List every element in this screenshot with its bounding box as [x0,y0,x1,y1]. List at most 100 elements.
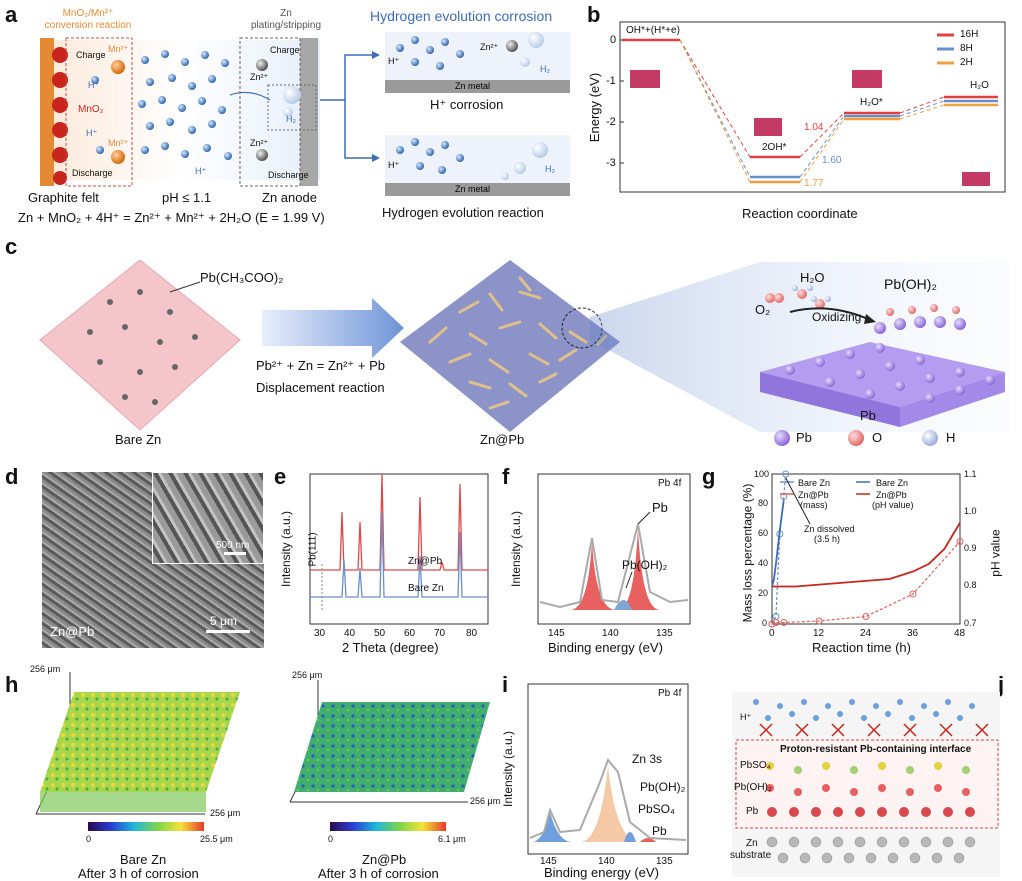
g-series-point-1-5 [909,590,917,598]
h-right-size-h: 256 μm [470,796,501,806]
charge-label-right: Charge [270,45,300,55]
f-xtick-0: 145 [548,628,565,639]
e-xtick-1: 40 [344,628,356,639]
panel-label-b: b [587,2,601,27]
g-series-line-1 [771,541,961,625]
i-xlabel: Binding energy (eV) [544,865,659,880]
mno2-label: MnO₂ [78,104,104,115]
f-peak-pb-low [618,528,660,610]
interface-diagram [732,692,1000,877]
g-ytick-left-0: 0 [762,618,768,628]
j-interface: Proton-resistant Pb-containing interface [780,744,972,755]
i-pboh2: Pb(OH)₂ [640,780,686,794]
atom-legend [774,430,938,446]
xrd-bare [310,511,488,598]
c-precursor: Pb(CH₃COO)₂ [200,270,284,285]
structure-icons [630,70,990,186]
i-peak-pbso4 [624,832,636,842]
mn2-ion-top [111,60,125,74]
i-pb: Pb [652,824,667,838]
g-xtick-2: 24 [860,628,872,639]
panel-j: j [700,662,1022,880]
xrd-plot [309,473,489,625]
d-scale-bar-inset [224,552,246,555]
panel-i: i Pb 4f Intensity (a.u.) Zn 3s Pb(OH)₂ P… [500,662,700,880]
i-pbso4: PbSO₄ [638,802,675,816]
bubble-box [267,84,317,131]
xps-pb4f-plot [537,473,691,625]
panel-c-diagram [39,259,1010,446]
f-envelope [539,523,689,609]
c-oxidizing: Oxidizing [812,310,862,324]
f-xtick-1: 140 [602,628,619,639]
precursor-pointer [169,281,201,293]
c-pb: Pb [860,408,876,423]
c-bare-zn: Bare Zn [115,432,162,447]
panel-label-a: a [5,2,18,27]
h2-label-anode: H₂ [286,114,296,124]
discharge-label-right: Discharge [268,170,309,180]
f-xtick-2: 135 [656,628,673,639]
g-ytick-right-3: 1.0 [964,506,977,516]
i-xtick-1: 140 [598,856,615,867]
equation: Zn + MnO₂ + 4H⁺ = Zn²⁺ + Mn²⁺ + 2H₂O (E … [18,210,325,225]
h-right-surface [294,702,490,792]
j-zn: Zn [746,838,758,849]
acetate-molecules [87,289,198,405]
h-left-zero: 0 [86,834,92,844]
c-o2: O₂ [755,302,771,317]
f-ylabel: Intensity (a.u.) [509,510,524,588]
pb-lattice-atoms [785,343,995,403]
zn-atom-2 [256,149,268,161]
e-top-label: Zn@Pb [408,556,443,567]
discharge-label-left: Discharge [72,168,113,178]
c-legend-o: O [872,430,883,445]
h-corrosion-label: H⁺ corrosion [430,97,504,112]
panel-b: b [582,0,1022,230]
h-right-max: 6.1 μm [438,834,466,844]
pb-nanosheets [428,276,608,410]
e-peak-label: Pb(111) [307,532,319,567]
arrow-to-bottom [344,100,372,159]
g-ytick-left-2: 40 [758,558,769,568]
g-legend-bare-ph: Bare Zn [876,478,909,488]
panel-d: d 500 nm 5 μm Zn@Pb [0,462,270,657]
d-scale-bar-main [206,630,250,633]
bottom-zn-metal [385,183,570,196]
zn-plating-box [239,37,301,187]
e-bottom-label: Bare Zn [408,583,444,594]
h-ions [91,50,232,160]
g-series-line-3 [772,522,961,588]
mn2-label-top: Mn²⁺ [108,44,129,54]
plot-frame [619,21,1006,193]
panel-label-c: c [5,234,18,259]
g-series-point-1-2 [780,619,788,626]
ph-label: pH ≤ 1.1 [162,190,212,205]
j-pboh2-layer [766,784,970,796]
bare-zn-plate [39,259,241,431]
arrow-to-top [320,54,372,101]
panel-e: e Intensity (a.u.) Pb(111) Zn@Pb Bare Zn… [270,462,500,657]
panel-g: g Mass loss percentage (%) pH value Bare… [700,462,1022,657]
c-pboh2: Pb(OH)₂ [884,276,937,292]
j-interface-box [735,739,999,829]
f-pboh2-label: Pb(OH)₂ [622,558,668,572]
b-h2o-label: H₂O [970,80,989,91]
g-xtick-0: 0 [769,628,775,639]
graphite-felt-bar [40,38,54,186]
j-pbso4: PbSO₄ [740,760,771,771]
h-right-title: Zn@Pb [362,852,407,867]
her-corrosion-title: Hydrogen evolution corrosion [370,8,553,24]
h-left-size-h: 256 μm [210,808,241,818]
g-series-line-2 [771,500,785,587]
top-h-label: H⁺ [388,56,400,66]
g-ytick-left-4: 80 [758,498,769,508]
series-16h [679,39,998,159]
c-znpb: Zn@Pb [480,432,525,447]
bubble-2 [283,107,293,117]
series-8h [679,39,998,179]
panel-a-diagram [40,32,570,196]
bottom-h-label: H⁺ [388,160,400,170]
h-left-colorbar [88,822,204,831]
j-protons [753,699,975,721]
